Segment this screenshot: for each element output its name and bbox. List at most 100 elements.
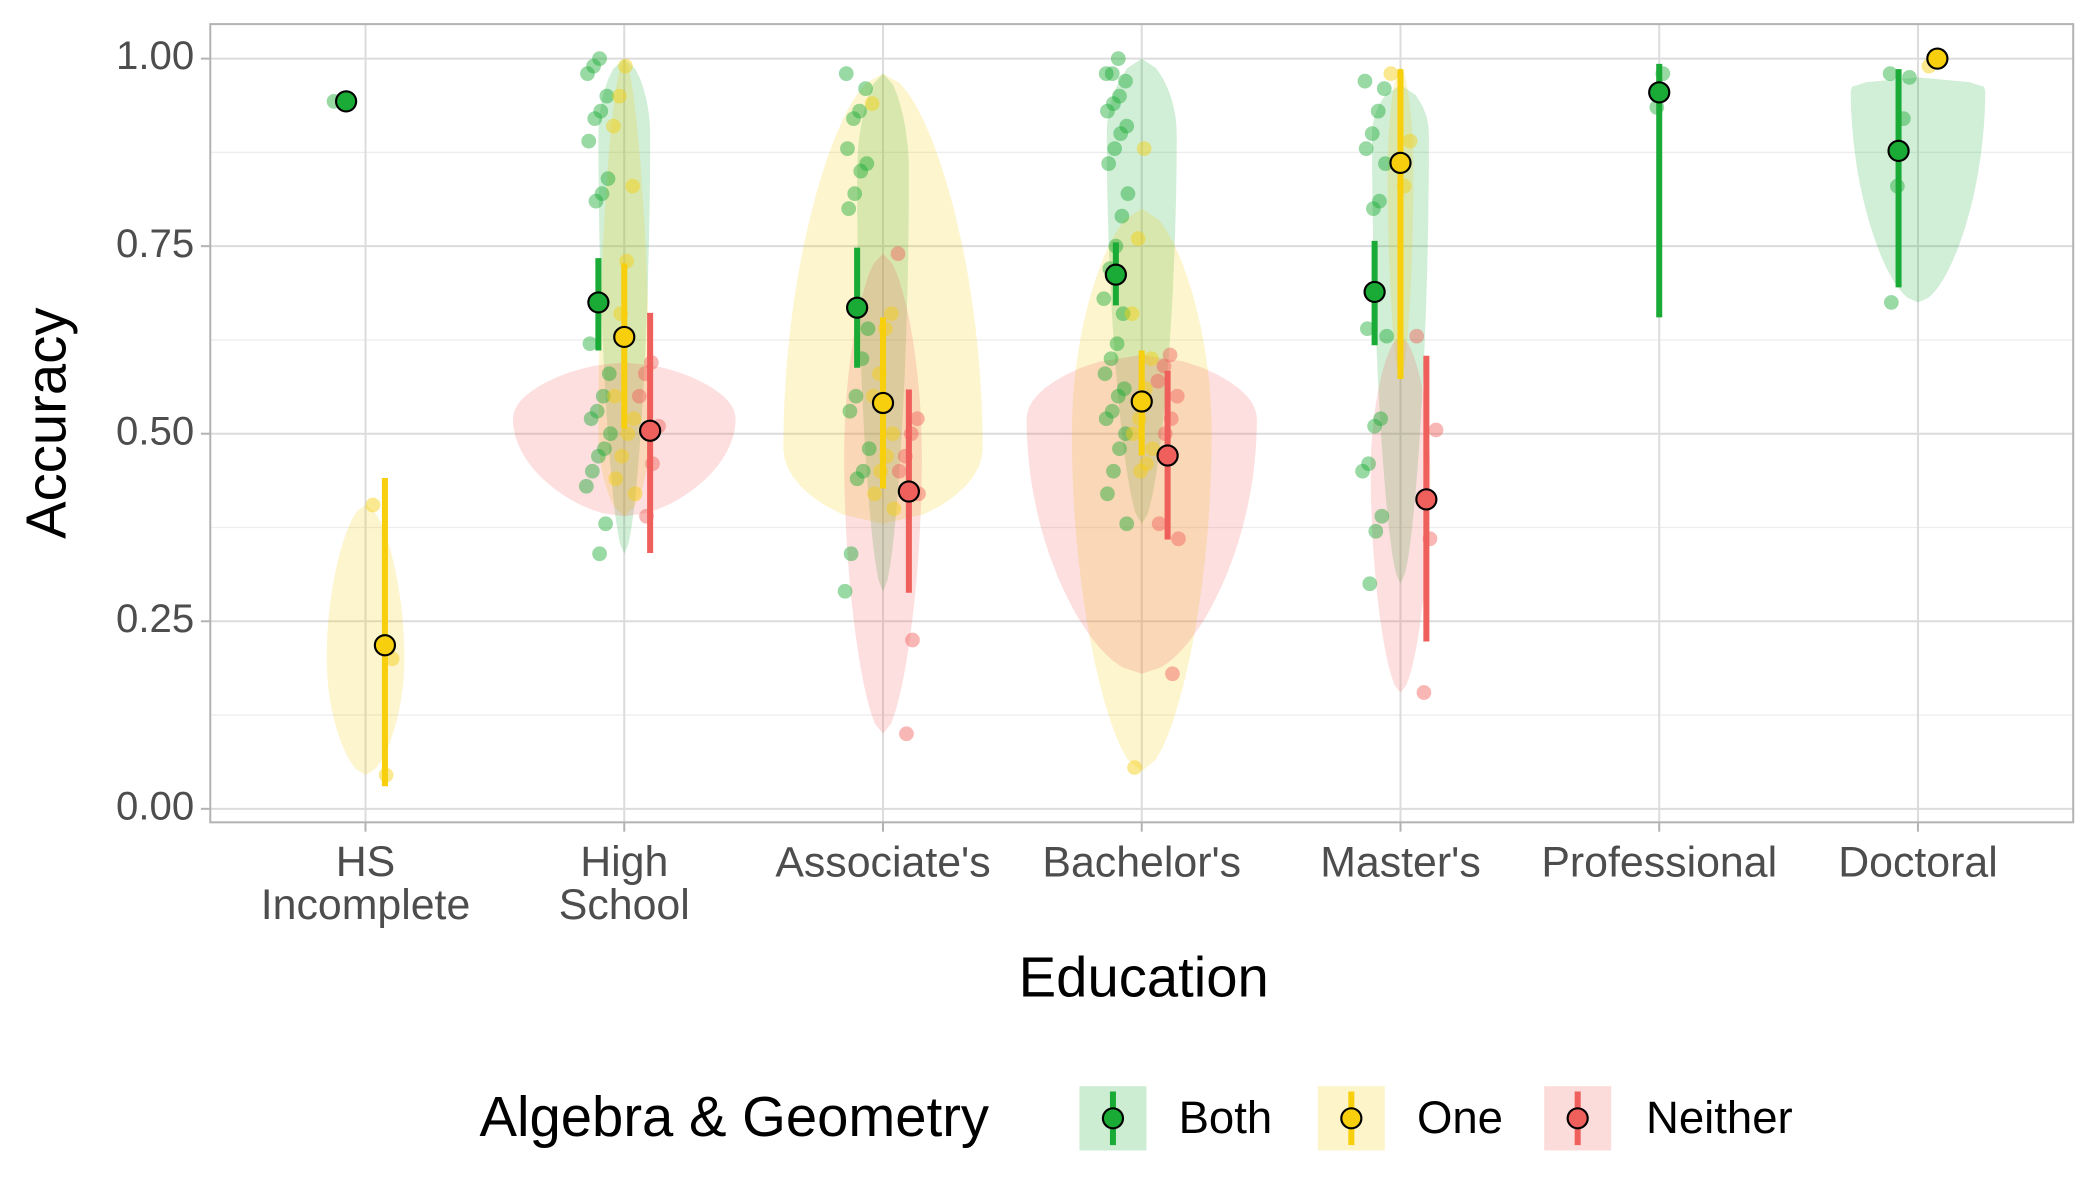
data-point (1361, 456, 1376, 472)
data-point (600, 171, 616, 187)
data-point (1136, 141, 1152, 157)
y-tick-label: 0.00 (116, 783, 194, 828)
data-point (1370, 103, 1386, 119)
data-point (1428, 422, 1444, 438)
data-point (1156, 358, 1172, 374)
data-point (1115, 306, 1131, 322)
data-point (581, 133, 597, 149)
mean-point (1389, 151, 1412, 175)
x-tick-label: Doctoral (1838, 838, 1998, 886)
data-point (608, 471, 624, 487)
x-tick-label: High School (559, 838, 690, 929)
legend-key-point (1340, 1107, 1363, 1130)
data-point (1097, 366, 1113, 382)
data-point (1125, 426, 1141, 442)
data-point (861, 441, 877, 457)
data-point (1374, 508, 1390, 524)
mean-point (587, 291, 610, 314)
data-point (614, 448, 630, 464)
x-tick-label: HS Incomplete (261, 838, 471, 929)
data-point (864, 96, 880, 111)
violin (1071, 208, 1212, 772)
data-point (627, 486, 643, 502)
data-point (853, 163, 869, 179)
y-tick-label: 0.50 (116, 408, 194, 453)
data-point (625, 178, 641, 194)
data-point (837, 583, 853, 599)
data-point (592, 546, 607, 562)
data-point (890, 246, 906, 262)
data-point (1409, 328, 1425, 344)
data-point (1416, 685, 1432, 700)
data-point (1119, 516, 1135, 532)
data-point (582, 336, 598, 352)
x-tick-label: Associate's (775, 838, 990, 886)
data-point (1106, 463, 1121, 479)
data-point (885, 426, 901, 442)
data-point (1110, 388, 1126, 404)
data-point (1100, 103, 1115, 119)
violin (844, 253, 922, 734)
data-point (1104, 66, 1120, 81)
data-point (1165, 666, 1180, 682)
violin (1026, 354, 1257, 674)
data-point (591, 448, 606, 464)
mean-point (1415, 488, 1438, 511)
data-point (1100, 486, 1115, 502)
data-point (1367, 418, 1382, 434)
data-point (1362, 576, 1378, 592)
data-point (1127, 760, 1142, 775)
data-point (1376, 81, 1392, 96)
data-point (626, 411, 642, 427)
violins (326, 58, 1986, 776)
legend-label: Both (1179, 1092, 1273, 1143)
legend-key-point (1101, 1107, 1125, 1130)
data-point (583, 411, 599, 427)
data-point (886, 501, 902, 517)
data-point (365, 497, 381, 513)
data-point (848, 388, 864, 404)
data-point (1110, 51, 1126, 66)
data-point (578, 478, 594, 494)
data-point (1902, 70, 1917, 85)
data-point (1101, 156, 1117, 172)
data-point (1103, 351, 1119, 367)
data-point (1133, 463, 1148, 479)
data-point (1098, 66, 1114, 81)
data-point (1106, 96, 1121, 111)
mean-point (897, 480, 920, 503)
mean-point (373, 634, 397, 657)
data-point (841, 201, 857, 217)
data-point (1112, 88, 1127, 104)
data-point (1113, 126, 1129, 142)
data-point (1368, 523, 1384, 539)
data-point (1112, 441, 1127, 457)
violin (1370, 336, 1431, 693)
x-tick-label: Master's (1320, 838, 1481, 886)
legend-title: Algebra & Geometry (479, 1085, 989, 1148)
data-point (1171, 531, 1186, 547)
data-point (1162, 347, 1178, 363)
mean-point (613, 325, 636, 349)
data-point (1883, 295, 1899, 310)
x-axis-title: Education (1019, 946, 1269, 1009)
data-point (1379, 328, 1395, 344)
data-point (601, 366, 617, 382)
data-point (1357, 73, 1373, 89)
data-point (1383, 66, 1399, 81)
data-point (1114, 208, 1130, 224)
data-point (1151, 516, 1167, 532)
data-point (1124, 306, 1140, 322)
x-tick-label: Professional (1541, 838, 1777, 886)
data-point (1169, 388, 1185, 404)
data-point (1119, 118, 1135, 134)
data-point (1109, 336, 1125, 352)
x-tick-label: Bachelor's (1042, 838, 1241, 886)
data-point (1372, 193, 1387, 209)
data-point (860, 321, 876, 337)
data-point (1366, 201, 1381, 217)
data-point (594, 186, 610, 202)
mean-point (846, 296, 869, 319)
